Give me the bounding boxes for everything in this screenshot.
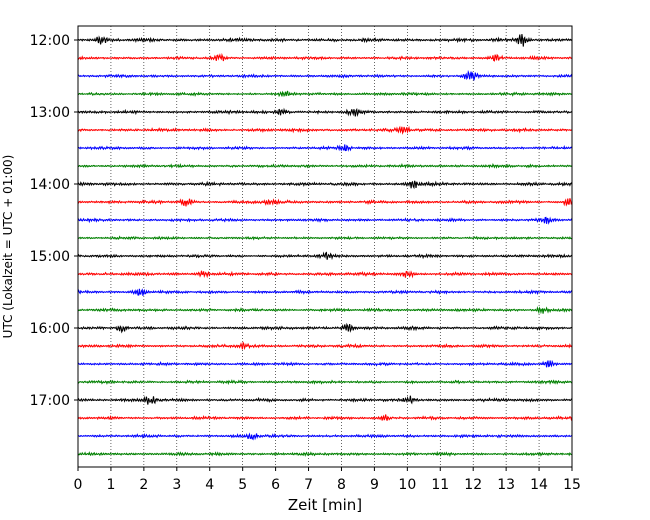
- seismic-trace: [77, 379, 573, 386]
- y-tick-label: 15:00: [30, 249, 70, 265]
- x-tick-label: 14: [530, 477, 548, 493]
- traces: [77, 34, 573, 457]
- seismic-trace: [77, 125, 573, 135]
- y-tick-label: 14:00: [30, 177, 70, 193]
- seismic-trace: [77, 90, 573, 98]
- y-tick-label: 13:00: [30, 105, 70, 121]
- seismic-trace: [77, 306, 573, 315]
- x-tick-label: 13: [497, 477, 515, 493]
- x-axis-label: Zeit [min]: [288, 496, 362, 514]
- x-tick-label: 2: [139, 477, 148, 493]
- plot-frame: [77, 25, 573, 468]
- x-tick-label: 0: [74, 477, 83, 493]
- seismic-trace: [77, 450, 573, 457]
- x-tick-label: 11: [431, 477, 449, 493]
- seismic-trace: [77, 251, 573, 261]
- seismic-trace: [77, 395, 573, 405]
- x-tick-label: 9: [370, 477, 379, 493]
- seismic-trace: [77, 414, 573, 421]
- seismic-trace: [77, 34, 573, 47]
- y-tick-label: 16:00: [30, 321, 70, 337]
- seismic-trace: [77, 288, 573, 296]
- x-tick-label: 3: [172, 477, 181, 493]
- x-tick-label: 4: [205, 477, 214, 493]
- seismic-trace: [77, 144, 573, 152]
- seismic-trace: [77, 270, 573, 279]
- x-tick-label: 6: [271, 477, 280, 493]
- x-tick-label: 10: [398, 477, 416, 493]
- x-axis-ticks: 0 1 2 3 4 5 6 7 8 9 10 11 12 13 14 15: [74, 467, 581, 493]
- y-axis-ticks: 12:00 13:00 14:00 15:00 16:00 17:00: [30, 33, 78, 409]
- x-tick-label: 15: [563, 477, 581, 493]
- seismic-trace: [77, 162, 573, 169]
- x-tick-label: 7: [304, 477, 313, 493]
- seismic-trace: [77, 432, 573, 441]
- x-tick-label: 12: [464, 477, 482, 493]
- seismic-trace: [77, 107, 573, 117]
- y-tick-label: 12:00: [30, 33, 70, 49]
- seismic-trace: [77, 198, 573, 207]
- seismic-trace: [77, 341, 573, 351]
- seismic-trace: [77, 180, 573, 190]
- seismic-trace: [77, 359, 573, 368]
- y-axis-label: UTC (Lokalzeit = UTC + 01:00): [1, 155, 15, 339]
- seismic-trace: [77, 52, 573, 62]
- x-tick-label: 8: [337, 477, 346, 493]
- x-tick-label: 5: [238, 477, 247, 493]
- seismic-trace: [77, 322, 573, 334]
- seismic-trace: [77, 216, 573, 225]
- seismic-trace: [77, 235, 573, 241]
- seismic-trace: [77, 69, 573, 81]
- x-tick-label: 1: [106, 477, 115, 493]
- y-tick-label: 17:00: [30, 393, 70, 409]
